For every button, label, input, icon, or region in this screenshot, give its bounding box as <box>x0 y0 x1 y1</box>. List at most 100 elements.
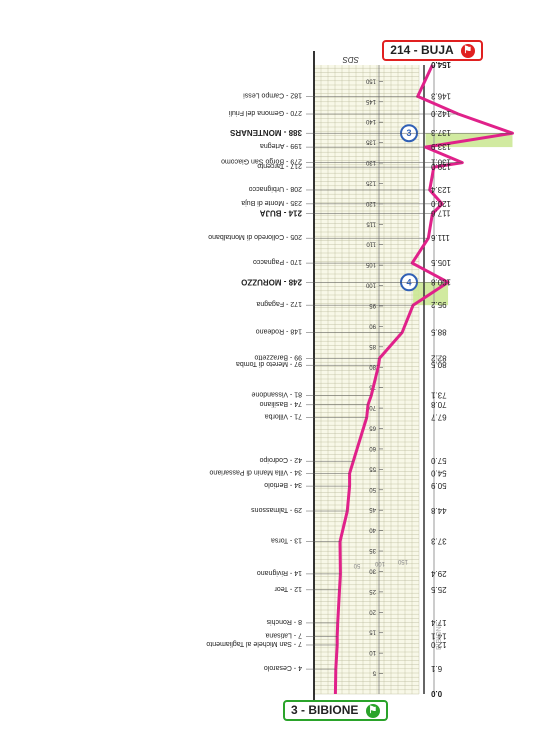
scale-tick-label: 35 <box>369 547 376 553</box>
km-label: 137.3 <box>430 128 451 137</box>
scale-tick-label: 80 <box>369 363 376 369</box>
place-label: 34 - Bertiolo <box>264 481 302 488</box>
place-label: 170 - Pagnacco <box>253 258 302 265</box>
sds-header: SDS <box>342 55 359 64</box>
profile-layer <box>333 64 514 695</box>
km-label: 80.5 <box>430 360 446 369</box>
km-label: 123.4 <box>430 185 451 194</box>
finish-flag-icon: ⚑ <box>460 43 475 58</box>
scale-tick-label: 45 <box>369 506 376 512</box>
place-label: 217 - Tarcento <box>257 162 302 169</box>
place-label: 42 - Codroipo <box>259 456 302 463</box>
place-label: 270 - Gemona del Friuli <box>228 109 302 116</box>
place-label: 248 - MORUZZO <box>241 277 302 286</box>
scale-tick-label: 110 <box>366 241 376 247</box>
scale-tick-label: 30 <box>369 567 376 573</box>
km-label: 100.8 <box>430 277 451 286</box>
scale-tick-label: 140 <box>365 118 376 124</box>
km-label: 54.0 <box>430 468 446 477</box>
tick-layer: 50 100 15051015202530354045505560657075808… <box>313 51 435 702</box>
side-label: CD <box>436 355 443 365</box>
finish-badge: 214 - BUJA ⚑ <box>372 40 492 61</box>
km-label: 117.6 <box>430 209 450 218</box>
start-badge: 3 - BIBIONE ⚑ <box>275 700 395 721</box>
label-layer: 0.0 4 - Cesarolo 6.1 7 - San Michele al Tag… <box>206 55 513 698</box>
scale-tick-label: 135 <box>365 139 376 145</box>
scale-tick-label: 100 <box>365 282 376 288</box>
scale-tick-label: 5 <box>372 670 376 676</box>
start-label: 3 - BIBIONE <box>291 703 359 717</box>
place-label: 172 - Fagagna <box>256 300 302 307</box>
flag-icon: ⚑ <box>365 703 380 718</box>
place-label: 97 - Mereto di Tomba <box>236 360 302 367</box>
scale-tick-label: 85 <box>369 343 376 349</box>
km-label: 129.0 <box>430 162 451 171</box>
km-label: 95.2 <box>430 300 446 309</box>
scale-tick-label: 40 <box>369 527 376 533</box>
scale-tick-label: 55 <box>369 465 376 471</box>
scale-tick-label: 120 <box>365 200 376 206</box>
scale-tick-label: 50 <box>369 486 376 492</box>
scale-tick-label: 60 <box>369 445 376 451</box>
scale-tick-label: 10 <box>369 649 376 655</box>
km-label: 12.0 <box>430 640 446 649</box>
km-label: 6.1 <box>430 664 442 673</box>
scale-tick-label: 125 <box>365 179 376 185</box>
place-label: 199 - Artegna <box>260 142 302 149</box>
scale-tick-label: 145 <box>365 98 376 104</box>
elevation-line <box>333 64 514 695</box>
place-label: 208 - Urbignacco <box>249 185 302 192</box>
alt-tick-label: 100 <box>374 560 385 566</box>
scale-tick-label: 15 <box>369 629 376 635</box>
place-label: 81 - Vissandone <box>251 390 302 397</box>
place-label: 182 - Campo Lessi <box>243 91 302 98</box>
place-label: 99 - Barazzetto <box>254 353 302 360</box>
km-label: 50.9 <box>430 481 446 490</box>
km-label: 130.1 <box>430 158 451 167</box>
scale-tick-label: 115 <box>366 220 376 226</box>
km-label: 73.1 <box>430 390 446 399</box>
alt-tick-label: 50 <box>353 562 360 568</box>
place-label: 29 - Talmassons <box>251 506 302 513</box>
km-label: 120.0 <box>430 199 451 208</box>
km-label: 105.5 <box>430 258 451 267</box>
place-label: 14 - Rivignano <box>257 569 302 576</box>
place-label: 74 - Basiliano <box>259 400 302 407</box>
start-badge-box: 3 - BIBIONE ⚑ <box>283 700 388 721</box>
place-label: 12 - Teor <box>274 585 302 592</box>
scale-tick-label: 130 <box>365 159 376 165</box>
finish-badge-box: 214 - BUJA ⚑ <box>382 40 483 61</box>
place-label: 205 - Colloredo di Montalbano <box>208 233 302 240</box>
km-label: 70.8 <box>430 400 446 409</box>
place-label: 71 - Villorba <box>265 412 302 419</box>
place-label: 13 - Torsa <box>271 537 302 544</box>
km-label: 67.7 <box>430 412 446 421</box>
place-label: 388 - MONTENARS <box>229 128 302 137</box>
place-label: 34 - Villa Manin di Passariano <box>209 468 302 475</box>
scale-tick-label: 105 <box>365 261 376 267</box>
km-label: 146.3 <box>430 91 451 100</box>
place-label: 279 - Borgo San Giacomo <box>221 158 302 165</box>
km-label: 57.0 <box>430 456 446 465</box>
alt-tick-label: 150 <box>397 558 408 564</box>
scale-tick-label: 70 <box>369 404 376 410</box>
place-label: 235 - Monte di Buja <box>241 199 302 206</box>
km-label: 17.4 <box>430 618 446 627</box>
km-label: 14.1 <box>430 631 446 640</box>
km-label: 133.9 <box>430 142 451 151</box>
finish-label: 214 - BUJA <box>390 43 454 57</box>
place-label: 214 - BUJA <box>260 209 302 218</box>
place-label: 8 - Ronchis <box>266 618 302 625</box>
side-label: BIBIONE <box>436 621 443 650</box>
place-label: 7 - Latisana <box>265 631 302 638</box>
km-label: 0.0 <box>430 689 442 698</box>
scale-tick-label: 25 <box>369 588 376 594</box>
place-label: 148 - Rodeano <box>256 328 302 335</box>
km-label: 82.2 <box>430 353 446 362</box>
grid-layer <box>313 65 420 695</box>
scale-tick-label: 90 <box>369 322 376 328</box>
km-label: 25.5 <box>430 585 446 594</box>
km-label: 88.5 <box>430 328 446 337</box>
km-label: 44.8 <box>430 506 446 515</box>
